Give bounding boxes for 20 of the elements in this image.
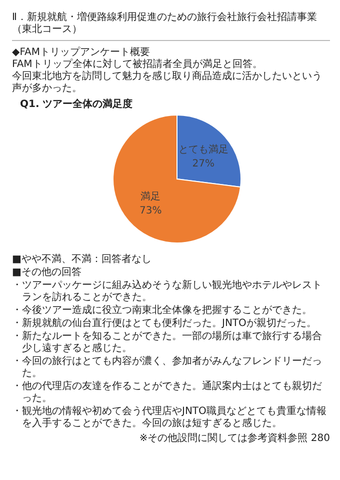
text: ・新規就航の仙台直行便はとても便利だった。JNTOが親切だった。 [12,318,318,330]
text: ・観光地の情報や初めて会う代理店やJNTO職員などとても貴重な情報を入手することができた。今回の旅は短すぎると感じた。 [12,406,328,430]
data-label: 27% [192,158,215,170]
slice-label: とても満足 [178,144,228,156]
text: ■やや不満、不満：回答者なし [12,254,152,266]
pie-slice [112,114,241,244]
text: 今回東北地方を訪問して魅力を感じ取り商品造成に活かしたいという声が多かった。 [12,71,323,95]
text: ・今後ツアー造成に役立つ南東北全体像を把握することができた。 [12,305,313,317]
chart-title: Q1. ツアー全体の満足度 [20,99,134,111]
text: ・他の代理店の友達を作ることができた。通訳案内士はとても親切だった。 [12,381,323,405]
text: ※その他設問に関しては参考資料参照 280 [139,433,330,444]
text: ◆FAMトリップアンケート概要 [12,47,151,58]
text: Ⅱ．新規就航・増便路線利用促進のための旅行会社旅行会社招請事業（東北コース） [12,8,330,41]
text: ■その他の回答 [12,267,82,279]
text: FAMトリップ全体に対して被招請者全員が満足と回答。 [12,59,264,70]
text: ・ツアーパッケージに組み込めそうな新しい観光地やホテルやレストランを訪れることができた。 [12,280,323,304]
text: ・今回の旅行はとても内容が濃く、参加者がみんなフレンドリーだった。 [12,356,323,380]
data-label: 73% [139,205,162,216]
slice-label: 満足 [140,190,161,202]
text: ・新たなルートを知ることができた。一部の場所は車で旅行する場合少し遠すぎると感じた。 [12,331,323,355]
